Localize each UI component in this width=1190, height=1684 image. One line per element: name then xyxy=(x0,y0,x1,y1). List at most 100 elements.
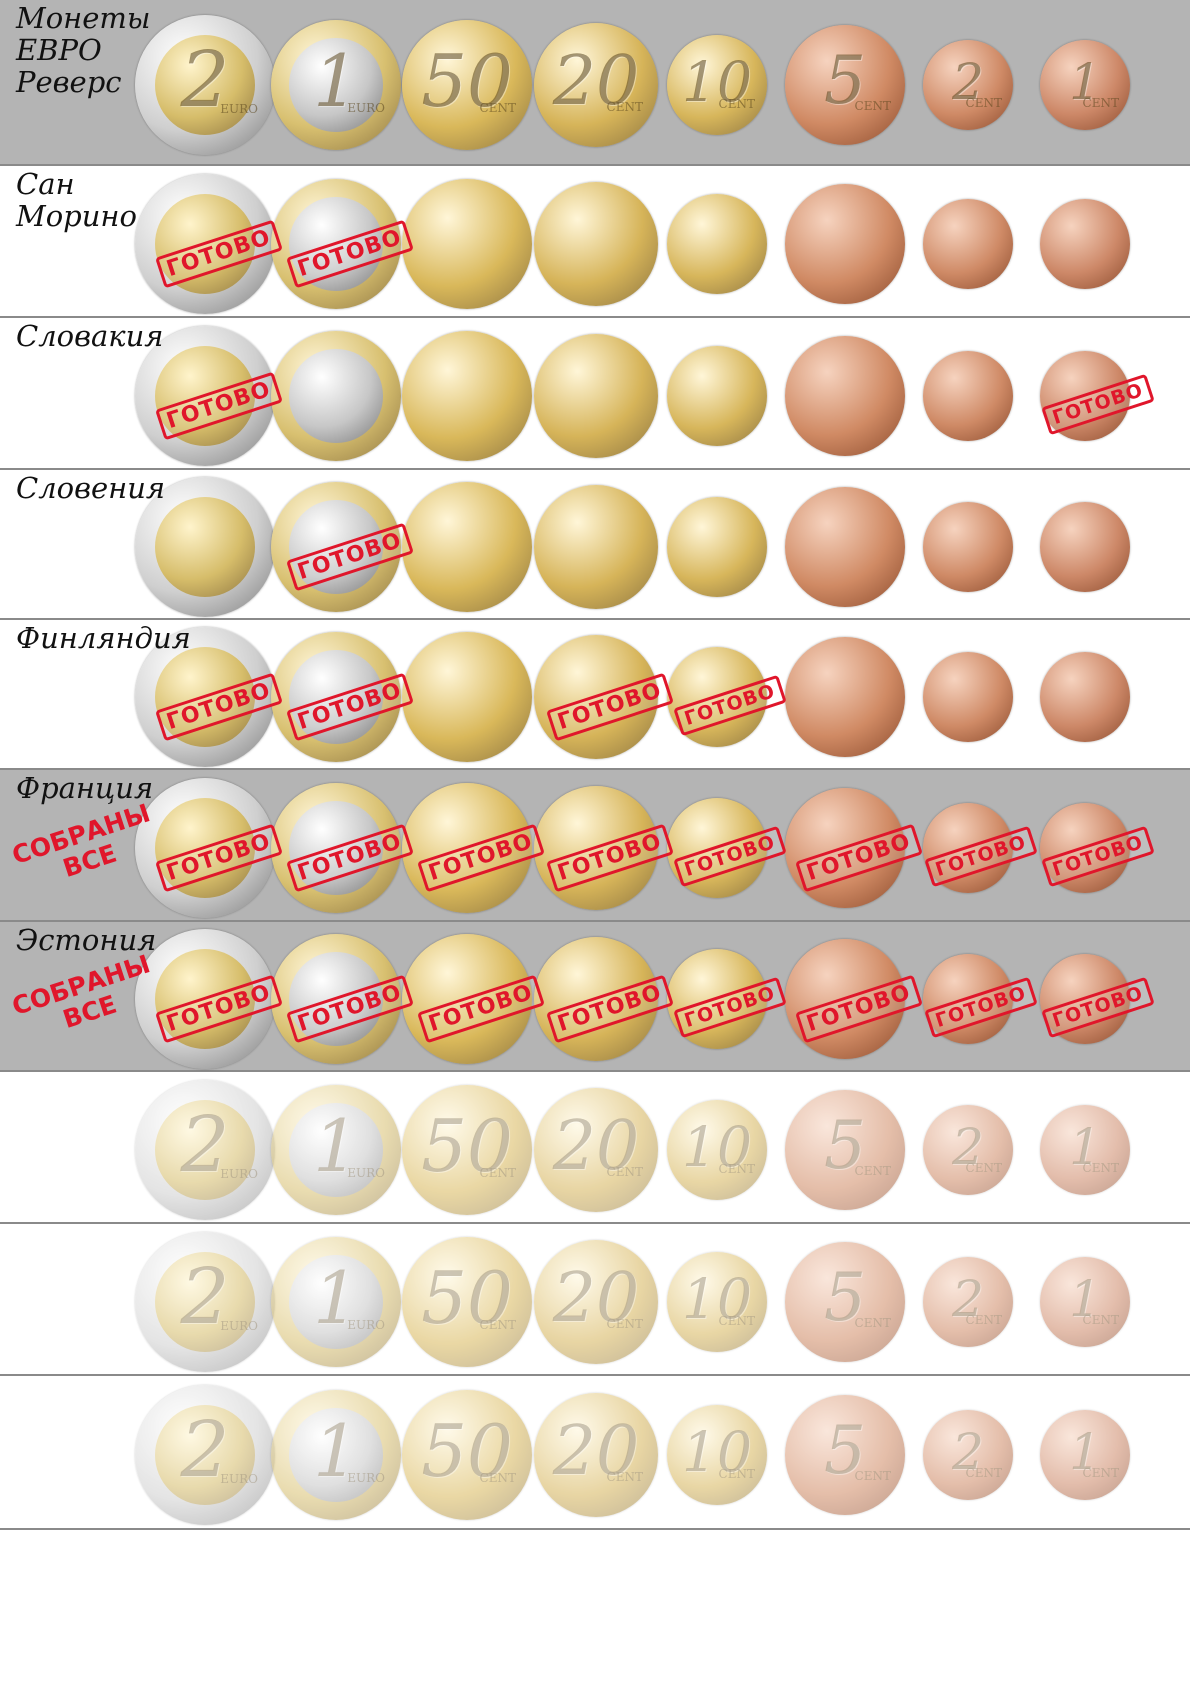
coin-unit: CENT xyxy=(965,1466,1002,1480)
coin-2-cent: 2 CENT xyxy=(923,40,1013,130)
coin-core xyxy=(289,1408,383,1502)
coin-core xyxy=(154,34,256,136)
coin-20-cent xyxy=(534,334,658,458)
row-title: Сан Морино xyxy=(16,167,137,233)
coin-value: 1 xyxy=(1069,1270,1101,1328)
coin-1-cent xyxy=(1040,502,1130,592)
coin-unit: EURO xyxy=(347,101,385,115)
coin-2-euro: 2 EURO xyxy=(135,1232,275,1372)
coin-20-cent xyxy=(534,786,658,910)
coin-value: 10 xyxy=(682,1267,752,1331)
coin-value: 1 xyxy=(313,39,359,123)
coin-1-cent: 1 CENT xyxy=(1040,1105,1130,1195)
coin-2-euro xyxy=(135,477,275,617)
coin-20-cent xyxy=(534,182,658,306)
coin-2-cent: 2 CENT xyxy=(923,1105,1013,1195)
coin-1-euro xyxy=(271,632,401,762)
country-row: Финляндия ГОТОВО ГОТОВО ГОТОВО ГОТОВО xyxy=(0,620,1190,770)
coin-2-cent xyxy=(923,199,1013,289)
country-row: 2 EURO 1 EURO 50 CENT 20 CENT 10 CENT 5 CENT 2 CENT 1 C… xyxy=(0,1072,1190,1224)
coin-value: 50 xyxy=(421,1409,513,1493)
coin-unit: CENT xyxy=(606,1317,643,1331)
coin-10-cent xyxy=(667,346,767,446)
coin-core xyxy=(289,1103,383,1197)
coin-5-cent xyxy=(785,184,905,304)
row-title: Словакия xyxy=(16,319,164,353)
country-row: Сан Морино ГОТОВО ГОТОВО xyxy=(0,166,1190,318)
coin-unit: EURO xyxy=(347,1166,385,1180)
coin-1-euro: 1 EURO xyxy=(271,1390,401,1520)
coin-1-cent: 1 CENT xyxy=(1040,1410,1130,1500)
coin-20-cent xyxy=(534,937,658,1061)
coin-1-cent xyxy=(1040,954,1130,1044)
coin-10-cent: 10 CENT xyxy=(667,1100,767,1200)
coin-10-cent xyxy=(667,194,767,294)
coin-10-cent xyxy=(667,647,767,747)
coin-core xyxy=(289,801,383,895)
coin-value: 5 xyxy=(824,42,866,119)
coin-core xyxy=(289,952,383,1046)
coin-20-cent xyxy=(534,485,658,609)
coin-1-euro xyxy=(271,179,401,309)
coin-value: 50 xyxy=(421,1104,513,1188)
coin-2-euro xyxy=(135,929,275,1069)
row-title: Эстония xyxy=(16,923,157,957)
coin-20-cent xyxy=(534,635,658,759)
coin-value: 2 xyxy=(180,36,230,125)
coin-50-cent xyxy=(402,632,532,762)
coin-value: 2 xyxy=(180,1253,230,1342)
coin-unit: CENT xyxy=(718,97,755,111)
coin-unit: CENT xyxy=(1082,96,1119,110)
country-row: Монеты ЕВРО Реверс 2 EURO 1 EURO 50 CENT 20 CENT… xyxy=(0,0,1190,166)
coin-value: 2 xyxy=(180,1101,230,1190)
coin-1-cent xyxy=(1040,199,1130,289)
coin-1-euro xyxy=(271,934,401,1064)
coin-value: 5 xyxy=(824,1259,866,1336)
coin-core xyxy=(154,345,256,447)
coin-value: 20 xyxy=(552,42,640,121)
coin-2-cent xyxy=(923,803,1013,893)
coin-unit: CENT xyxy=(854,1164,891,1178)
coin-unit: CENT xyxy=(854,99,891,113)
coin-1-euro: 1 EURO xyxy=(271,1237,401,1367)
coin-value: 2 xyxy=(952,1423,984,1481)
row-title: Словения xyxy=(16,471,166,505)
coin-core xyxy=(154,797,256,899)
coin-1-euro: 1 EURO xyxy=(271,20,401,150)
coin-5-cent: 5 CENT xyxy=(785,1090,905,1210)
coin-unit: CENT xyxy=(854,1316,891,1330)
coin-1-euro xyxy=(271,482,401,612)
coin-value: 5 xyxy=(824,1412,866,1489)
coin-value: 2 xyxy=(952,1118,984,1176)
coin-1-euro: 1 EURO xyxy=(271,1085,401,1215)
coin-2-cent xyxy=(923,351,1013,441)
coin-value: 10 xyxy=(682,1115,752,1179)
coin-1-cent xyxy=(1040,803,1130,893)
coin-50-cent xyxy=(402,331,532,461)
coin-unit: CENT xyxy=(718,1467,755,1481)
country-row: 2 EURO 1 EURO 50 CENT 20 CENT 10 CENT 5 CENT 2 CENT 1 C… xyxy=(0,1224,1190,1376)
country-row: Франция ГОТОВО ГОТОВО ГОТОВО ГОТОВО ГОТОВО ГОТ… xyxy=(0,770,1190,922)
coin-10-cent xyxy=(667,949,767,1049)
coin-core xyxy=(154,646,256,748)
coin-core xyxy=(289,197,383,291)
row-title: Монеты ЕВРО Реверс xyxy=(16,1,151,99)
coin-5-cent xyxy=(785,336,905,456)
coin-unit: CENT xyxy=(479,1318,516,1332)
coin-1-euro xyxy=(271,783,401,913)
coin-2-euro: 2 EURO xyxy=(135,1080,275,1220)
coin-2-cent: 2 CENT xyxy=(923,1257,1013,1347)
coin-10-cent xyxy=(667,798,767,898)
coin-unit: CENT xyxy=(965,1161,1002,1175)
coin-50-cent: 50 CENT xyxy=(402,20,532,150)
coin-unit: CENT xyxy=(606,1165,643,1179)
coin-1-cent: 1 CENT xyxy=(1040,40,1130,130)
coin-20-cent: 20 CENT xyxy=(534,1088,658,1212)
coin-50-cent xyxy=(402,783,532,913)
row-title: Финляндия xyxy=(16,621,191,655)
coin-1-cent xyxy=(1040,351,1130,441)
coin-value: 1 xyxy=(1069,53,1101,111)
coin-50-cent xyxy=(402,934,532,1064)
coin-unit: EURO xyxy=(220,1167,258,1181)
coin-value: 1 xyxy=(313,1256,359,1340)
